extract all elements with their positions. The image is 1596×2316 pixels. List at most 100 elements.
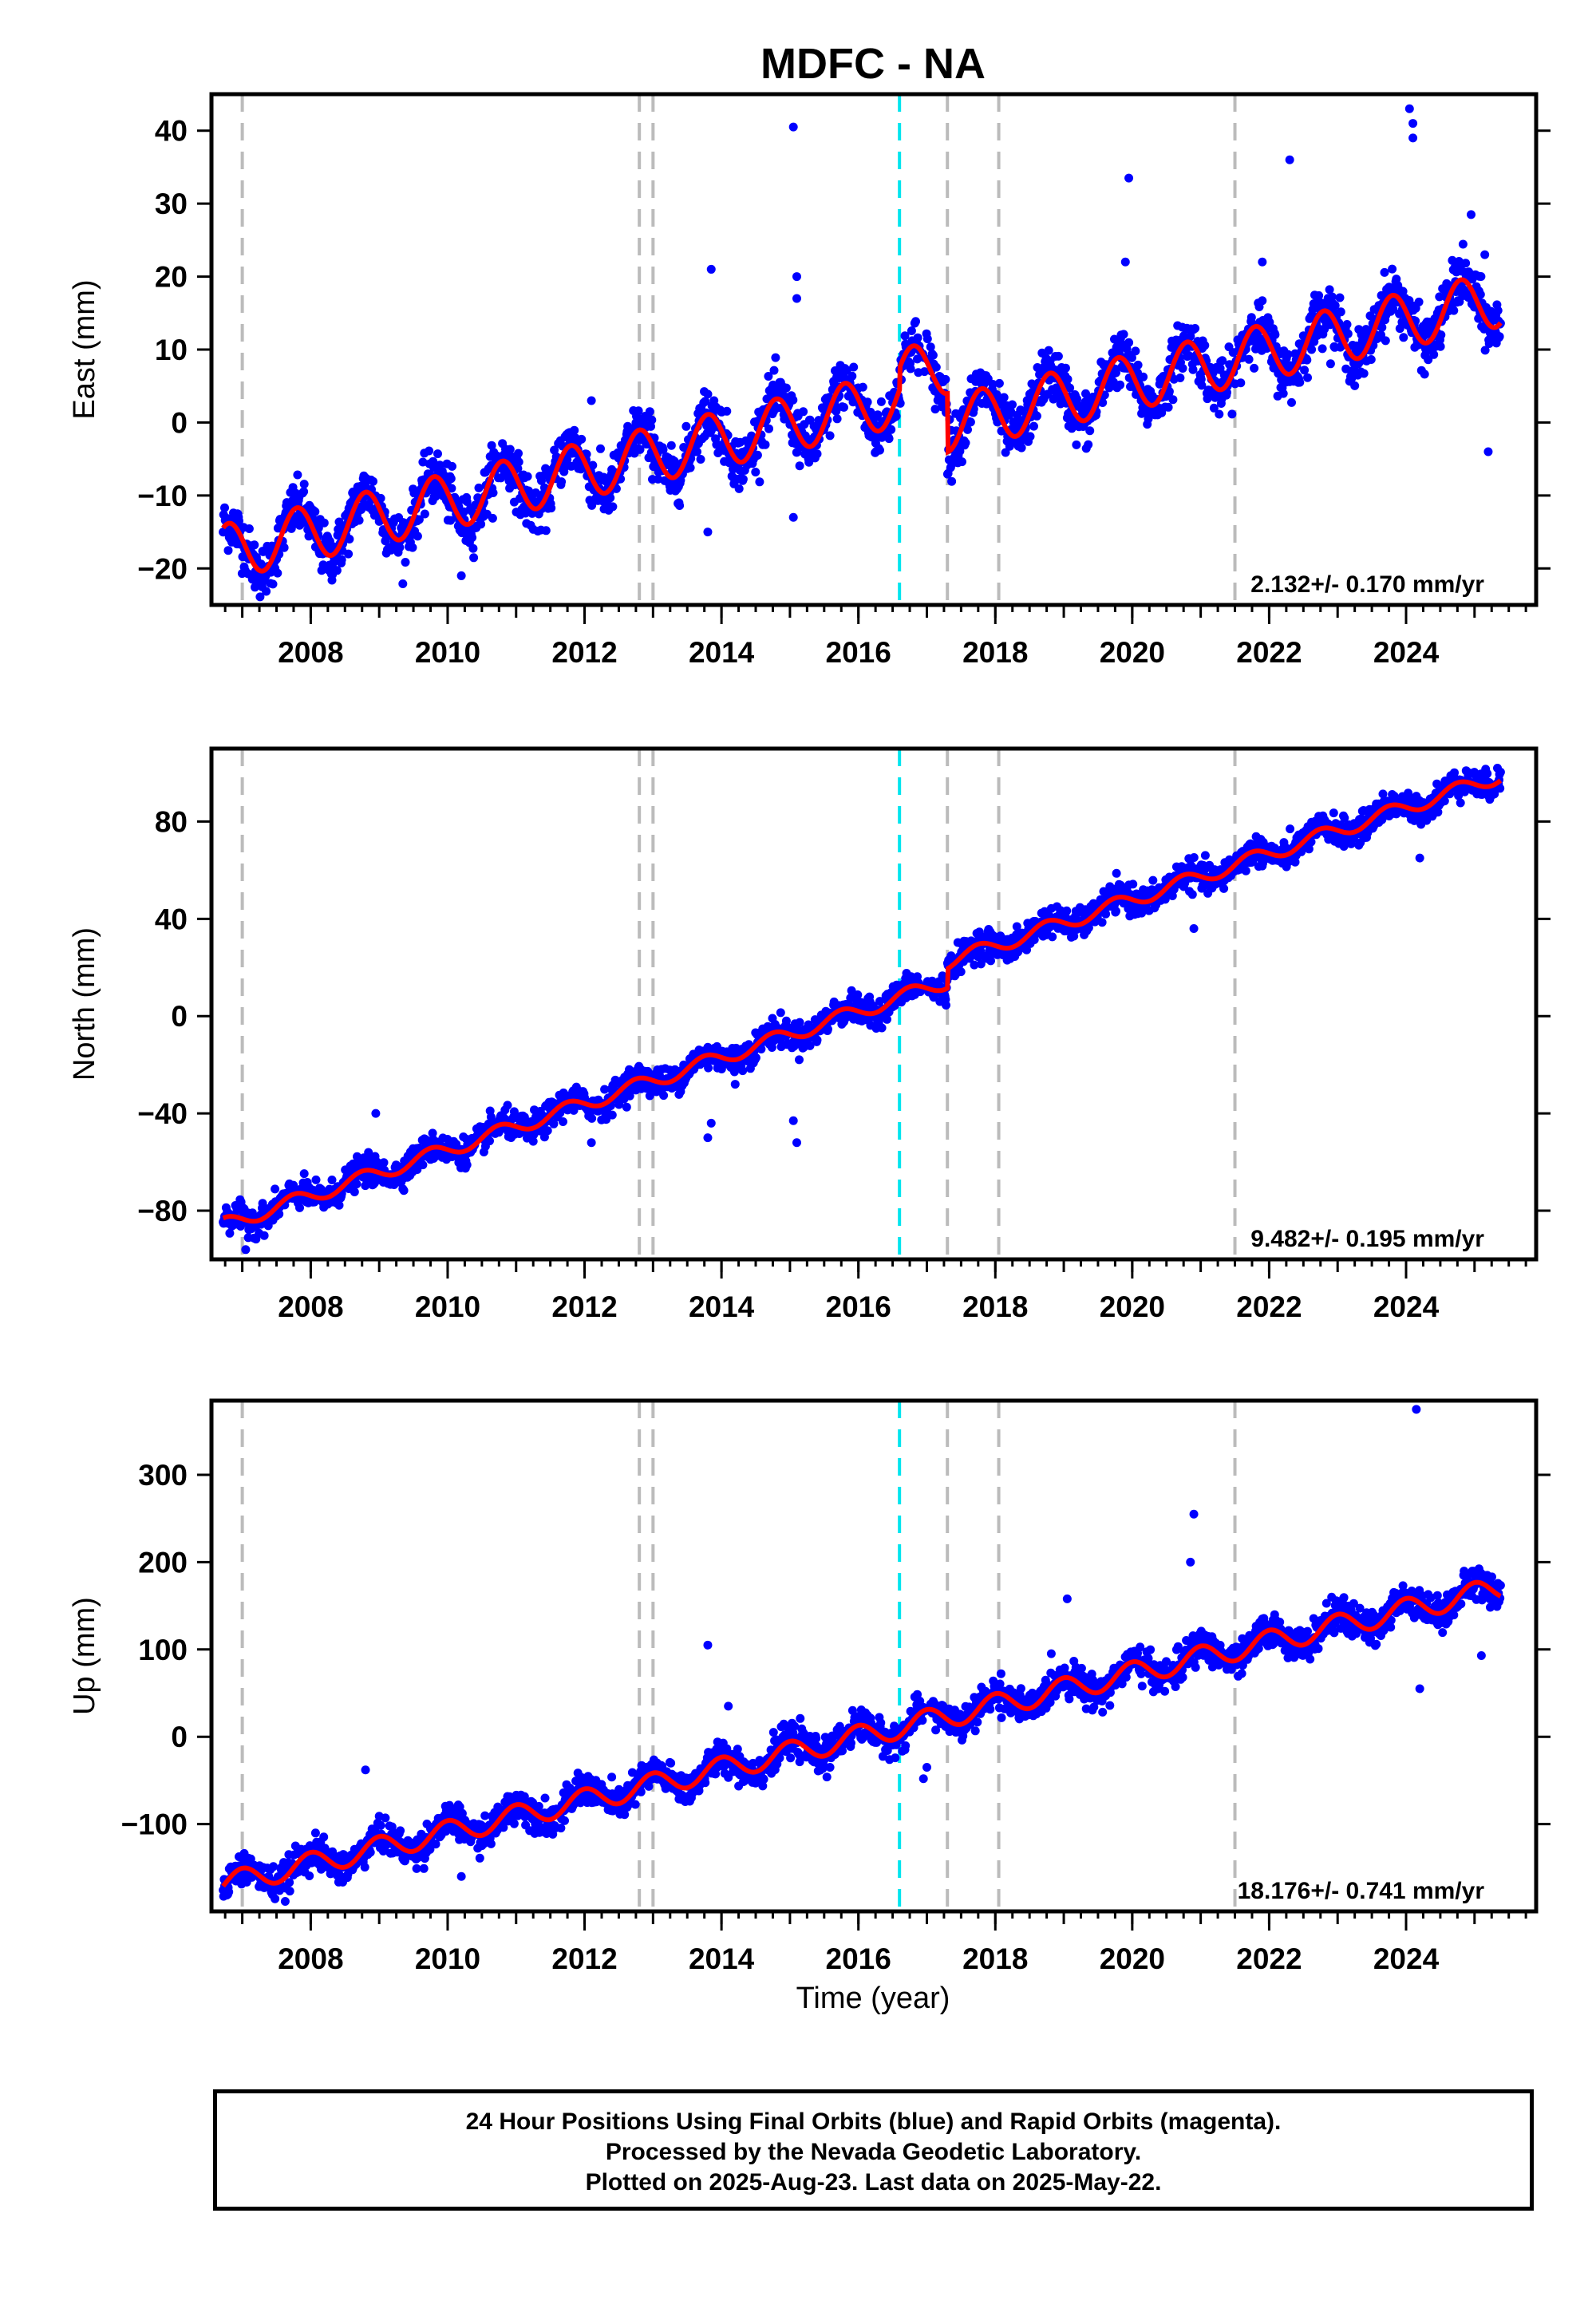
data-point [753,450,762,460]
data-point [1200,341,1210,350]
data-point [514,457,523,467]
y-tick-label: 10 [155,334,188,366]
data-point [401,558,410,567]
data-point [654,474,663,484]
data-point [1302,355,1312,365]
data-point [992,390,1001,400]
data-point [1164,387,1174,396]
data-point [1218,356,1227,366]
data-point [930,405,940,414]
data-point [446,474,456,484]
data-point [1062,906,1072,915]
data-point [771,353,780,362]
data-point [1048,932,1057,942]
data-point [931,362,941,372]
data-point [314,524,323,532]
data-point [1063,374,1073,384]
data-point [299,487,309,496]
data-point [858,382,867,392]
data-point [447,484,456,493]
data-point [1342,320,1352,329]
data-point [764,424,773,433]
data-point [319,518,329,528]
data-point [1317,344,1327,354]
data-point [332,566,342,575]
x-tick-label: 2018 [962,636,1028,669]
data-point [1303,373,1312,382]
data-point [223,546,233,555]
outlier-point [706,264,716,274]
data-point [345,535,354,543]
data-point [646,421,655,431]
data-point [1295,377,1305,387]
data-point [418,1160,428,1170]
data-point [812,1035,822,1045]
x-tick-label: 2024 [1373,636,1440,669]
data-point [256,559,266,569]
data-point [734,484,744,493]
data-point [634,406,643,416]
data-point [1380,267,1389,277]
data-point [928,350,938,360]
data-point [259,1231,269,1240]
data-point [262,587,271,596]
data-point [1116,380,1125,389]
data-point [543,1126,552,1136]
rate-label: 2.132+/- 0.170 mm/yr [1250,571,1484,598]
data-point [563,455,572,464]
data-point [738,474,748,484]
data-point [799,407,808,417]
data-point [485,1136,494,1146]
data-point [354,516,364,525]
outlier-point [788,122,798,132]
data-point [1025,432,1035,441]
data-point [550,445,559,455]
data-point [273,568,282,578]
data-point [1168,395,1178,405]
data-point [1148,875,1158,885]
data-point [769,366,779,375]
data-point [812,449,822,459]
data-point [776,1008,785,1018]
data-point [887,425,896,434]
data-point [1131,346,1140,356]
data-point [293,470,302,480]
outlier-point [792,272,801,282]
data-point [271,1184,280,1194]
data-point [1350,381,1360,390]
data-point [942,1001,950,1010]
data-point [1336,307,1345,317]
data-point [476,520,486,529]
data-point [220,503,229,512]
data-point [1236,378,1246,388]
data-point [764,372,773,381]
data-point [488,488,498,497]
data-point [1112,868,1121,878]
outlier-point [1483,447,1493,456]
data-point [1112,907,1120,916]
data-point [1381,336,1390,346]
data-point [1258,296,1267,306]
data-point [1325,359,1335,369]
data-point [1061,363,1070,373]
data-point [255,592,265,602]
y-tick-label: 20 [155,261,188,294]
outlier-point [1285,155,1294,164]
data-point [659,1091,669,1101]
data-point [926,342,935,352]
data-point [244,524,254,533]
data-point [751,1053,760,1062]
data-point [1449,306,1459,315]
outlier-point [1408,119,1418,128]
data-point [873,410,883,420]
outlier-point [1467,210,1476,219]
data-point [503,1101,512,1110]
outlier-point [788,512,798,522]
data-point [891,412,901,421]
data-point [1343,329,1353,338]
data-point [588,460,598,470]
data-point [922,334,932,344]
data-point [849,362,859,372]
data-point [966,417,975,427]
